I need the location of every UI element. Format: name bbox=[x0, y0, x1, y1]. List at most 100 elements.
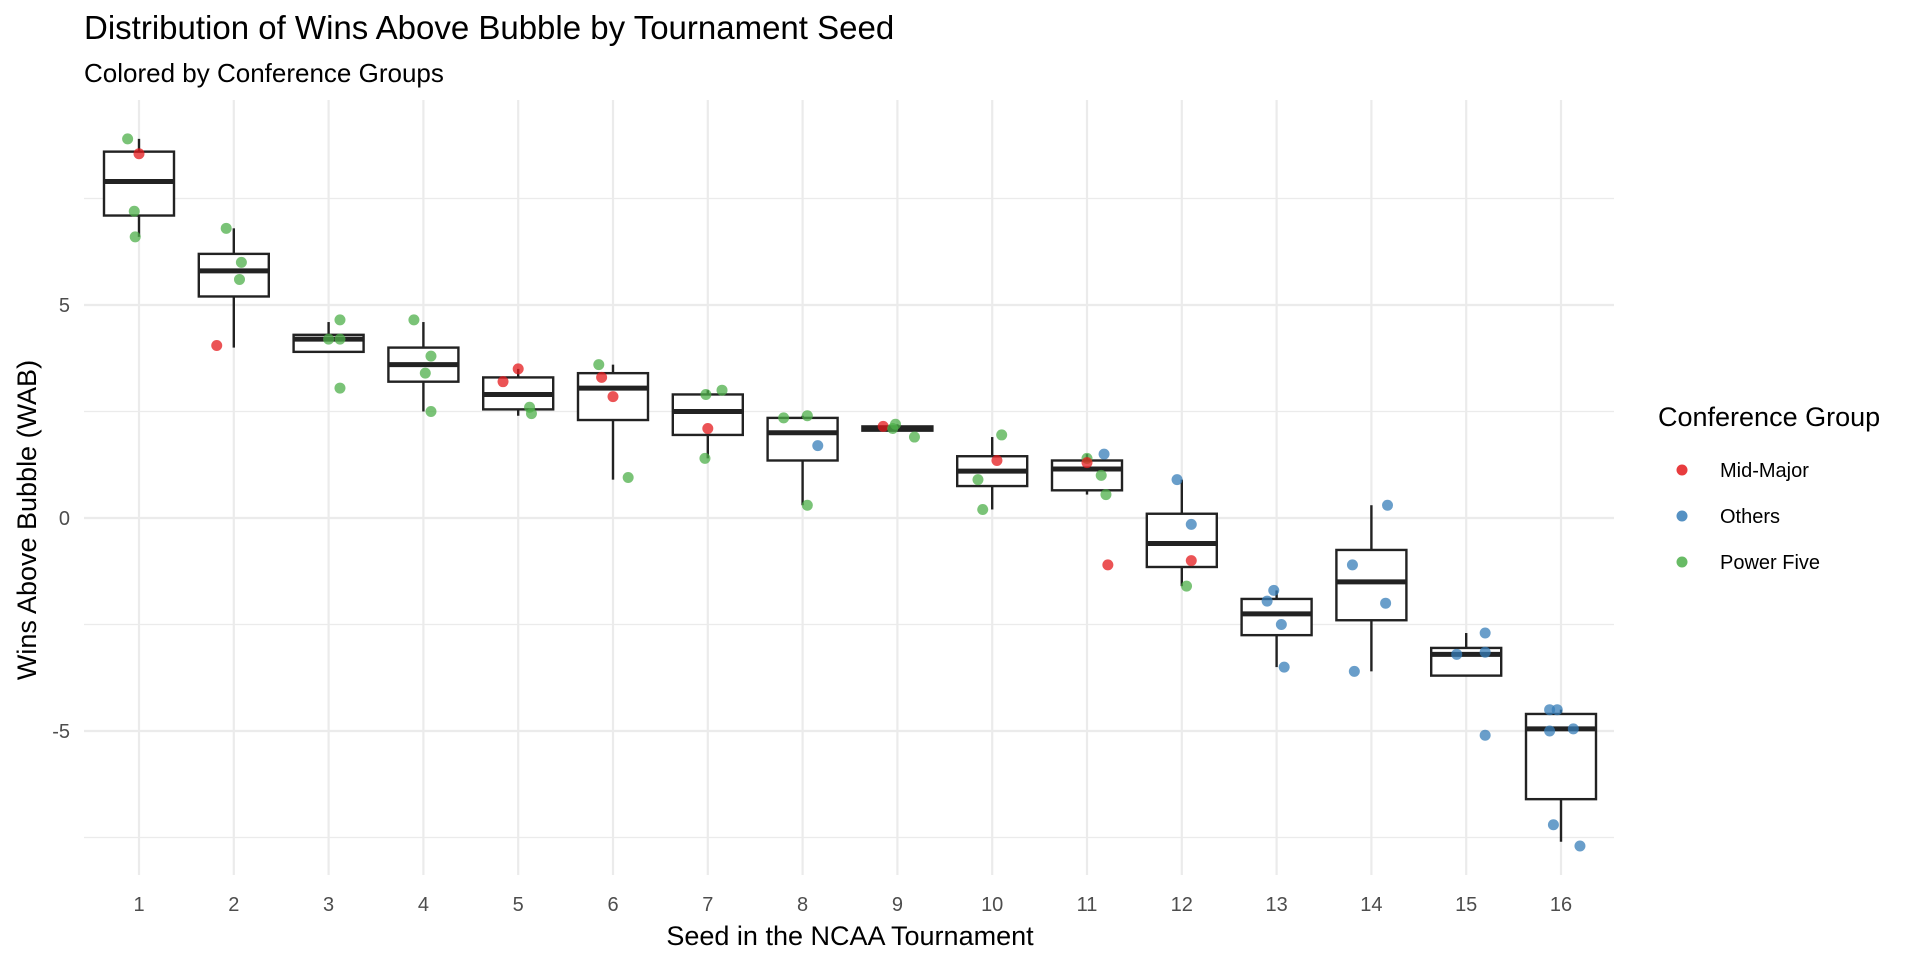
point-power-five bbox=[1100, 489, 1112, 501]
x-tick-label: 14 bbox=[1360, 894, 1382, 916]
point-mid-major bbox=[512, 363, 524, 375]
point-power-five bbox=[699, 452, 711, 464]
point-power-five bbox=[425, 406, 437, 417]
point-others bbox=[1544, 725, 1556, 737]
legend-item: Mid-Major bbox=[1676, 460, 1809, 482]
legend-title: Conference Group bbox=[1658, 402, 1880, 432]
point-others bbox=[1544, 704, 1556, 716]
legend: Conference Group Mid-Major Others Power Fi… bbox=[1658, 402, 1880, 574]
legend-label: Power Five bbox=[1720, 552, 1820, 574]
point-mid-major bbox=[607, 391, 619, 403]
point-power-five bbox=[425, 350, 437, 362]
point-power-five bbox=[1181, 580, 1193, 592]
point-power-five bbox=[996, 429, 1008, 441]
x-tick-label: 12 bbox=[1171, 894, 1193, 916]
point-power-five bbox=[408, 314, 420, 326]
legend-swatch bbox=[1676, 556, 1688, 568]
point-mid-major bbox=[596, 371, 608, 383]
point-power-five bbox=[700, 388, 712, 400]
point-mid-major bbox=[1185, 555, 1197, 567]
point-power-five bbox=[778, 412, 790, 424]
point-power-five bbox=[972, 474, 984, 486]
legend-item: Others bbox=[1676, 506, 1780, 528]
point-power-five bbox=[235, 256, 247, 268]
box-seed-8 bbox=[766, 415, 839, 506]
point-layer bbox=[122, 133, 1586, 852]
point-power-five bbox=[220, 222, 232, 234]
box-seed-6 bbox=[576, 364, 650, 480]
x-tick-label: 16 bbox=[1550, 894, 1572, 916]
box-seed-16 bbox=[1524, 709, 1598, 842]
point-mid-major bbox=[211, 339, 223, 351]
legend-label: Others bbox=[1720, 506, 1780, 528]
point-power-five bbox=[525, 408, 537, 420]
point-power-five bbox=[129, 231, 141, 243]
point-power-five bbox=[334, 382, 346, 394]
point-others bbox=[1348, 665, 1360, 677]
box-seed-2 bbox=[197, 228, 271, 348]
point-power-five bbox=[122, 133, 134, 145]
x-tick-label: 4 bbox=[418, 894, 429, 916]
point-power-five bbox=[128, 205, 140, 217]
point-others bbox=[1268, 584, 1280, 596]
y-axis-title: Wins Above Bubble (WAB) bbox=[12, 360, 42, 680]
point-others bbox=[1382, 499, 1394, 511]
legend-item: Power Five bbox=[1676, 552, 1820, 574]
point-others bbox=[1547, 819, 1559, 831]
point-power-five bbox=[323, 333, 335, 345]
point-mid-major bbox=[1102, 559, 1114, 571]
box-seed-13 bbox=[1240, 590, 1313, 668]
point-others bbox=[1479, 646, 1491, 658]
point-power-five bbox=[334, 314, 346, 326]
point-others bbox=[1479, 627, 1491, 639]
point-others bbox=[1574, 840, 1586, 852]
point-mid-major bbox=[497, 376, 509, 388]
chart-title: Distribution of Wins Above Bubble by Tou… bbox=[84, 9, 894, 46]
box-seed-12 bbox=[1145, 479, 1219, 587]
grid-lines bbox=[84, 100, 1614, 875]
point-power-five bbox=[419, 367, 431, 379]
point-power-five bbox=[801, 499, 813, 511]
point-others bbox=[1346, 559, 1358, 571]
point-mid-major bbox=[133, 148, 145, 160]
point-power-five bbox=[1095, 469, 1107, 481]
x-tick-label: 10 bbox=[981, 894, 1003, 916]
point-power-five bbox=[977, 503, 989, 515]
box-iqr bbox=[1145, 512, 1219, 569]
point-power-five bbox=[622, 472, 634, 484]
point-power-five bbox=[334, 333, 346, 345]
box-seed-5 bbox=[482, 368, 555, 416]
x-tick-label: 6 bbox=[607, 894, 618, 916]
point-others bbox=[1278, 661, 1290, 673]
box-seed-14 bbox=[1335, 505, 1408, 672]
y-tick-label: 5 bbox=[59, 295, 70, 317]
x-tick-label: 13 bbox=[1265, 894, 1287, 916]
x-tick-label: 5 bbox=[513, 894, 524, 916]
x-tick-label: 9 bbox=[892, 894, 903, 916]
point-others bbox=[1171, 474, 1183, 486]
legend-label: Mid-Major bbox=[1720, 460, 1809, 482]
point-others bbox=[1380, 597, 1392, 609]
point-others bbox=[1275, 619, 1287, 630]
box-seed-4 bbox=[387, 322, 460, 412]
x-tick-label: 3 bbox=[323, 894, 334, 916]
point-others bbox=[1551, 704, 1563, 716]
x-tick-label: 8 bbox=[797, 894, 808, 916]
point-power-five bbox=[887, 423, 899, 435]
point-mid-major bbox=[991, 454, 1003, 466]
x-tick-label: 1 bbox=[133, 894, 144, 916]
point-power-five bbox=[908, 431, 920, 443]
legend-swatch bbox=[1676, 510, 1688, 522]
y-tick-label: -5 bbox=[52, 721, 70, 743]
point-power-five bbox=[593, 359, 605, 371]
point-mid-major bbox=[1081, 457, 1093, 469]
point-power-five bbox=[233, 273, 245, 285]
legend-swatch bbox=[1676, 464, 1688, 476]
box-seed-10 bbox=[956, 437, 1029, 510]
y-tick-label: 0 bbox=[59, 508, 70, 530]
x-tick-label: 11 bbox=[1077, 894, 1098, 916]
box-seed-15 bbox=[1429, 633, 1503, 677]
point-others bbox=[1567, 723, 1579, 735]
